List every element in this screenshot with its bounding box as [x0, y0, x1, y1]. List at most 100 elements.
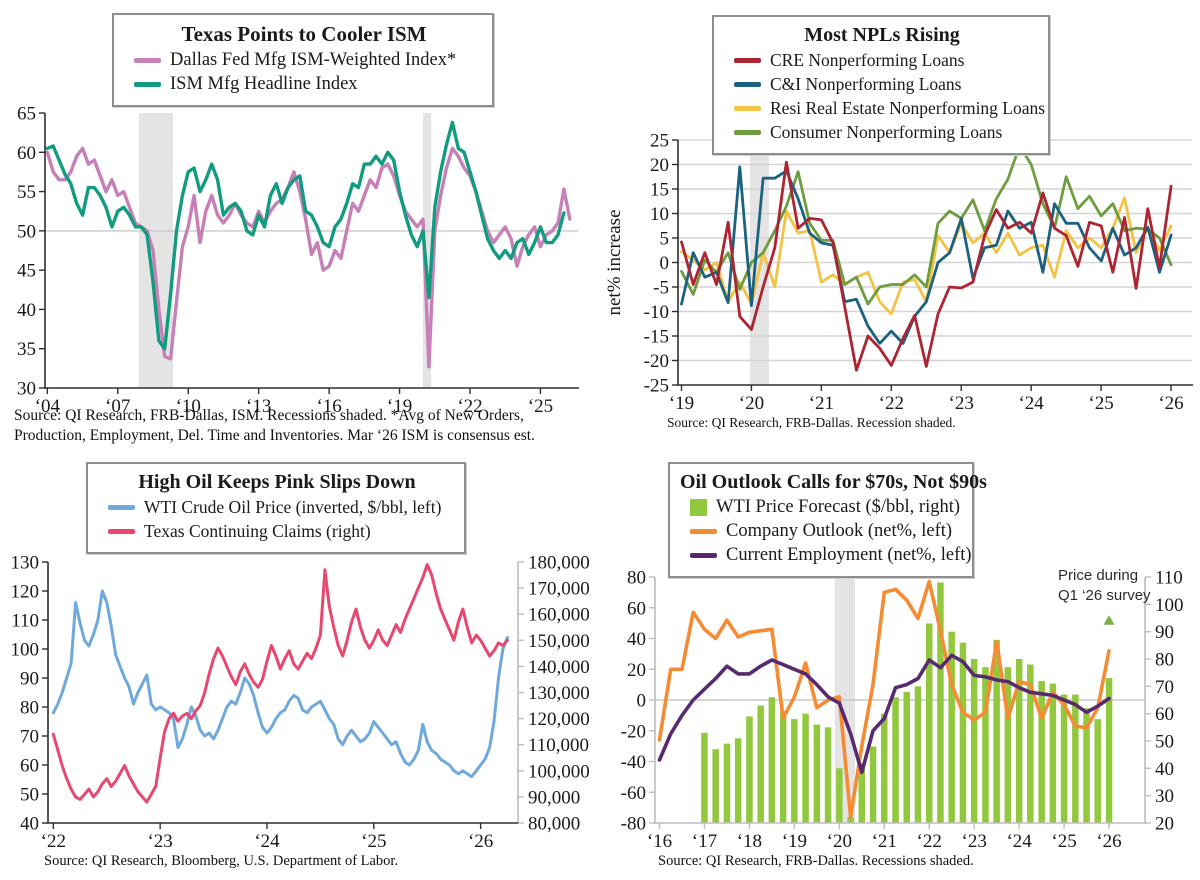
current-employment-swatch [690, 553, 717, 558]
texas-ism-plot: 30 35 40 45 50 55 60 65 ‘04 ‘07 ‘10 ‘13 ‘16 ‘19 ‘22 ‘25 [17, 104, 579, 417]
legend-item-ci: C&I Nonperforming Loans [734, 74, 1040, 95]
npls-plot: -25 -20 -15 -10 -5 0 5 10 15 20 25 ‘19 ‘20 ‘21 ‘22 ‘23 ‘… [604, 131, 1193, 414]
svg-text:‘13: ‘13 [246, 396, 271, 417]
oil-outlook-source: Source: QI Research, FRB-Dallas. Recessi… [658, 853, 974, 869]
svg-text:90: 90 [1155, 622, 1174, 643]
svg-text:‘25: ‘25 [1088, 393, 1113, 414]
svg-text:50: 50 [20, 785, 39, 806]
svg-text:30: 30 [17, 379, 36, 400]
svg-text:‘19: ‘19 [782, 831, 807, 852]
svg-text:-20: -20 [621, 721, 646, 742]
wti-forecast-label: WTI Price Forecast ($/bbl, right) [716, 497, 961, 517]
svg-text:40: 40 [17, 300, 36, 321]
svg-text:90,000: 90,000 [528, 787, 580, 808]
ci-swatch [734, 82, 761, 87]
svg-text:‘23: ‘23 [949, 393, 974, 414]
svg-text:‘23: ‘23 [962, 831, 987, 852]
svg-text:140,000: 140,000 [528, 657, 590, 678]
resi-label: Resi Real Estate Nonperforming Loans [770, 98, 1046, 118]
svg-text:60: 60 [627, 598, 646, 619]
claims-label: Texas Continuing Claims (right) [144, 521, 371, 541]
svg-text:40: 40 [1155, 759, 1174, 780]
svg-text:-15: -15 [644, 327, 669, 348]
svg-text:120,000: 120,000 [528, 709, 590, 730]
cre-swatch [734, 58, 761, 63]
svg-text:‘20: ‘20 [739, 393, 764, 414]
chart-oil-claims: 40 50 60 70 80 90 100 110 120 130 80,000 90,000 100,… [0, 450, 600, 880]
legend-item-claims: Texas Continuing Claims (right) [108, 521, 456, 542]
svg-text:40: 40 [20, 814, 39, 835]
svg-text:-40: -40 [621, 752, 646, 773]
svg-text:80,000: 80,000 [528, 814, 580, 835]
svg-text:‘21: ‘21 [809, 393, 834, 414]
svg-text:‘16: ‘16 [316, 396, 341, 417]
svg-text:0: 0 [660, 253, 670, 274]
legend-item-consumer: Consumer Nonperforming Loans [734, 122, 1040, 143]
oil-outlook-title: Oil Outlook Calls for $70s, Not $90s [680, 471, 987, 493]
svg-text:‘26: ‘26 [468, 831, 493, 852]
chart-npls: -25 -20 -15 -10 -5 0 5 10 15 20 25 ‘19 ‘20 ‘21 ‘22 ‘23 ‘… [600, 0, 1200, 450]
chart-oil-outlook: -80 -60 -40 -20 0 20 40 60 80 20 30 40 50 60 70 80 90 100… [600, 450, 1200, 880]
svg-text:‘19: ‘19 [387, 396, 412, 417]
svg-text:20: 20 [1155, 814, 1174, 835]
svg-text:180,000: 180,000 [528, 553, 590, 574]
svg-text:‘26: ‘26 [1158, 393, 1183, 414]
svg-text:110,000: 110,000 [528, 735, 589, 756]
svg-text:‘20: ‘20 [827, 831, 852, 852]
svg-text:‘22: ‘22 [879, 393, 904, 414]
texas-ism-source: Source: QI Research, FRB-Dallas, ISM. Re… [14, 407, 535, 444]
texas-ism-legend: Texas Points to Cooler ISM Dallas Fed Mf… [112, 13, 494, 107]
svg-text:10: 10 [650, 204, 669, 225]
svg-text:‘26: ‘26 [1096, 831, 1121, 852]
svg-text:110: 110 [1155, 568, 1183, 589]
oil-claims-legend: High Oil Keeps Pink Slips Down WTI Crude… [86, 462, 466, 554]
svg-text:‘22: ‘22 [917, 831, 942, 852]
svg-text:‘25: ‘25 [528, 396, 553, 417]
svg-text:80: 80 [1155, 650, 1174, 671]
svg-text:100: 100 [1155, 595, 1184, 616]
legend-item-company-outlook: Company Outlook (net%, left) [690, 521, 964, 542]
svg-text:40: 40 [627, 629, 646, 650]
wti-swatch [108, 505, 135, 510]
legend-item-ism-headline: ISM Mfg Headline Index [134, 74, 484, 95]
svg-text:‘17: ‘17 [692, 831, 717, 852]
y-axis-label: net% increase [604, 209, 625, 315]
npls-title: Most NPLs Rising [804, 24, 960, 46]
svg-text:‘10: ‘10 [176, 396, 201, 417]
svg-text:60: 60 [20, 756, 39, 777]
svg-text:‘22: ‘22 [41, 831, 66, 852]
cre-label: CRE Nonperforming Loans [770, 50, 965, 70]
svg-text:-20: -20 [644, 351, 669, 372]
svg-text:110: 110 [11, 611, 39, 632]
company-outlook-swatch [690, 529, 717, 534]
dallas-fed-swatch [134, 58, 161, 63]
chart-texas-ism: 30 35 40 45 50 55 60 65 ‘04 ‘07 ‘10 ‘13 ‘16 ‘19 ‘22 ‘25… [0, 0, 600, 450]
svg-text:‘24: ‘24 [1018, 393, 1044, 414]
svg-text:90: 90 [20, 669, 39, 690]
svg-text:‘23: ‘23 [147, 831, 172, 852]
svg-text:170,000: 170,000 [528, 579, 590, 600]
wti-label: WTI Crude Oil Price (inverted, $/bbl, le… [144, 497, 442, 517]
svg-text:15: 15 [650, 180, 669, 201]
svg-text:70: 70 [1155, 677, 1174, 698]
svg-text:‘16: ‘16 [647, 831, 672, 852]
svg-text:80: 80 [20, 698, 39, 719]
svg-text:150,000: 150,000 [528, 631, 590, 652]
svg-text:‘25: ‘25 [1051, 831, 1076, 852]
npls-legend: Most NPLs Rising CRE Nonperforming Loans… [712, 15, 1050, 155]
consumer-label: Consumer Nonperforming Loans [770, 122, 1003, 142]
svg-text:100: 100 [11, 640, 40, 661]
svg-text:‘25: ‘25 [361, 831, 386, 852]
svg-text:130: 130 [11, 553, 40, 574]
svg-text:‘21: ‘21 [872, 831, 897, 852]
svg-text:45: 45 [17, 261, 36, 282]
svg-text:-60: -60 [621, 783, 646, 804]
claims-swatch [108, 529, 135, 534]
svg-text:‘24: ‘24 [254, 831, 280, 852]
svg-text:-80: -80 [621, 814, 646, 835]
ci-label: C&I Nonperforming Loans [770, 74, 962, 94]
legend-item-dallas-fed: Dallas Fed Mfg ISM-Weighted Index* [134, 50, 484, 71]
svg-text:65: 65 [17, 104, 36, 125]
resi-swatch [734, 106, 761, 111]
